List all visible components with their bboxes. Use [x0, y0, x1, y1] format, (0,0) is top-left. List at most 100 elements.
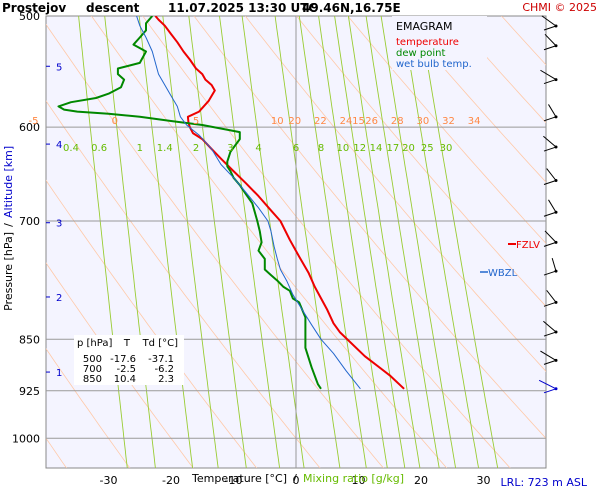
mixing-ratio-line — [162, 16, 219, 468]
mixing-ratio-label: 4 — [255, 143, 261, 154]
table-row-500-p: 500 — [83, 354, 102, 365]
wind-barb — [543, 320, 558, 337]
wind-barb-shaft — [540, 69, 557, 81]
header-mode: descent — [86, 1, 140, 15]
x-tick-label: -30 — [100, 474, 118, 487]
wind-barb-shaft — [541, 15, 557, 27]
mixing-ratio-line — [334, 16, 406, 468]
mixing-ratio-line — [380, 16, 457, 468]
temperature-line-label: 30 — [417, 116, 430, 127]
mixing-ratio-label: 12 — [353, 143, 366, 154]
y-label-pressure: Pressure [hPa] — [2, 232, 15, 311]
legend-temperature: temperature — [396, 37, 459, 48]
wind-barb-shaft — [538, 379, 557, 390]
mixing-ratio-label: 0.6 — [91, 143, 107, 154]
mixing-ratio-line — [318, 16, 388, 468]
dry-adiabat — [347, 16, 546, 244]
dry-adiabat — [398, 16, 546, 183]
temperature-profile — [154, 16, 405, 390]
wind-barb-dot — [554, 78, 558, 82]
dry-adiabat — [142, 16, 511, 468]
temperature-line-label: 5 — [193, 116, 199, 127]
dry-adiabat — [46, 100, 321, 468]
dry-adiabat — [46, 179, 257, 468]
wind-barb — [538, 379, 558, 394]
mixing-ratio-line — [188, 16, 247, 468]
mixing-ratio-line — [347, 16, 421, 468]
mixing-ratio-line — [78, 16, 128, 468]
wbzl-marker: WBZL — [480, 268, 518, 279]
lrl-label: LRL: 723 m ASL — [501, 476, 588, 489]
temperature-line-label: 15 — [352, 116, 365, 127]
wind-barb — [543, 104, 558, 122]
wind-barb-dot — [554, 240, 558, 244]
dry-adiabat — [553, 16, 600, 468]
wind-barb — [540, 350, 558, 365]
wind-barb-dot — [554, 115, 558, 119]
wind-barb-flag — [543, 146, 557, 152]
altitude-label: 3 — [56, 219, 62, 230]
y-tick-label: 925 — [19, 385, 40, 398]
table-row-500-t: -17.6 — [110, 354, 136, 365]
table-row-700-p: 700 — [83, 364, 102, 375]
mixing-ratio-label: 17 — [387, 143, 400, 154]
wind-barb — [543, 290, 558, 307]
mixing-ratio-line — [298, 16, 367, 468]
table-row-700-t: -2.5 — [116, 364, 136, 375]
dry-adiabat — [296, 16, 546, 307]
temperature-line-label: 10 — [271, 116, 284, 127]
wind-barb-flag — [543, 211, 557, 217]
y-tick-label: 700 — [19, 215, 40, 228]
wind-barb-flag — [543, 270, 557, 276]
wbzl-label: WBZL — [488, 268, 518, 279]
dew-point-profile — [57, 16, 322, 390]
wind-barb-flag — [543, 301, 557, 307]
mixing-ratio-label: 0.4 — [63, 143, 79, 154]
table-row-700-td: -6.2 — [154, 364, 174, 375]
dry-adiabat — [449, 16, 546, 124]
wind-barb — [541, 15, 558, 31]
wind-barb — [540, 69, 558, 85]
temperature-line-label: 22 — [314, 116, 327, 127]
wind-barb-dot — [554, 24, 558, 28]
temperature-line-label: 26 — [365, 116, 378, 127]
temperature-line-label: 34 — [468, 116, 481, 127]
table-row-500-td: -37.1 — [148, 354, 174, 365]
mixing-ratio-line — [104, 16, 156, 468]
wind-barb-dot — [554, 330, 558, 334]
wind-barb-flag — [543, 241, 557, 247]
mixing-ratio-label: 30 — [440, 143, 453, 154]
altitude-label: 5 — [56, 62, 62, 73]
temperature-line-label: 0 — [112, 116, 118, 127]
table-header-td: Td [°C] — [142, 338, 179, 349]
wind-barb-shaft — [551, 257, 557, 272]
y-tick-label: 600 — [19, 121, 40, 134]
mixing-ratio-label: 14 — [370, 143, 383, 154]
wind-barb-shaft — [543, 320, 557, 333]
wind-barb-shaft — [548, 104, 557, 118]
mixing-ratio-label: 1.4 — [157, 143, 173, 154]
x-tick-label: 20 — [414, 474, 428, 487]
wind-barb — [543, 33, 558, 51]
wind-barb-shaft — [546, 290, 557, 303]
mixing-ratio-label: 25 — [421, 143, 434, 154]
y-label-sep: / — [2, 223, 15, 227]
x-label-temperature: Temperature [°C] — [191, 472, 287, 485]
altitude-label: 1 — [56, 368, 62, 379]
wind-barb-shaft — [544, 33, 557, 47]
temperature-line-label: 28 — [391, 116, 404, 127]
temperature-line-label: 32 — [442, 116, 455, 127]
mixing-ratio-label: 10 — [337, 143, 350, 154]
legend: EMAGRAM temperature dew point wet bulb t… — [392, 16, 487, 70]
mixing-ratio-line — [365, 16, 440, 468]
dry-adiabat — [46, 262, 194, 468]
wind-barb-flag — [543, 45, 557, 51]
dry-adiabat — [244, 16, 546, 372]
temperature-line-label: 20 — [288, 116, 301, 127]
y-tick-label: 500 — [19, 10, 40, 23]
mixing-ratio-line — [219, 16, 281, 468]
y-label-altitude: Altitude [km] — [2, 146, 15, 218]
wind-barb-flag — [543, 25, 557, 31]
dry-adiabat — [91, 16, 448, 468]
x-tick-label: 30 — [477, 474, 491, 487]
